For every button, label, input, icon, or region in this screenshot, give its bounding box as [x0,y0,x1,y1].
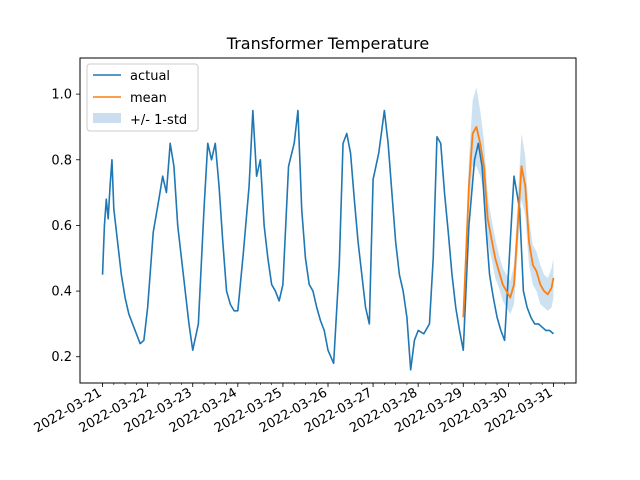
y-tick-label: 0.2 [51,350,72,365]
legend-label-band: +/- 1-std [130,113,187,128]
y-axis: 0.2 0.4 0.6 0.8 1.0 [51,88,80,365]
y-tick-label: 0.6 [51,219,72,234]
series-line-mean [462,126,555,318]
legend-label-actual: actual [130,69,170,84]
legend: actual mean +/- 1-std [86,63,199,132]
plot-contents [101,87,555,371]
y-tick-label: 0.8 [51,153,72,168]
chart-title: Transformer Temperature [226,34,429,53]
y-tick-label: 0.4 [51,285,72,300]
legend-swatch-band [93,113,121,123]
std-band [463,87,554,328]
series-line-actual [101,109,554,371]
legend-label-mean: mean [130,91,167,106]
y-tick-label: 1.0 [51,88,72,103]
